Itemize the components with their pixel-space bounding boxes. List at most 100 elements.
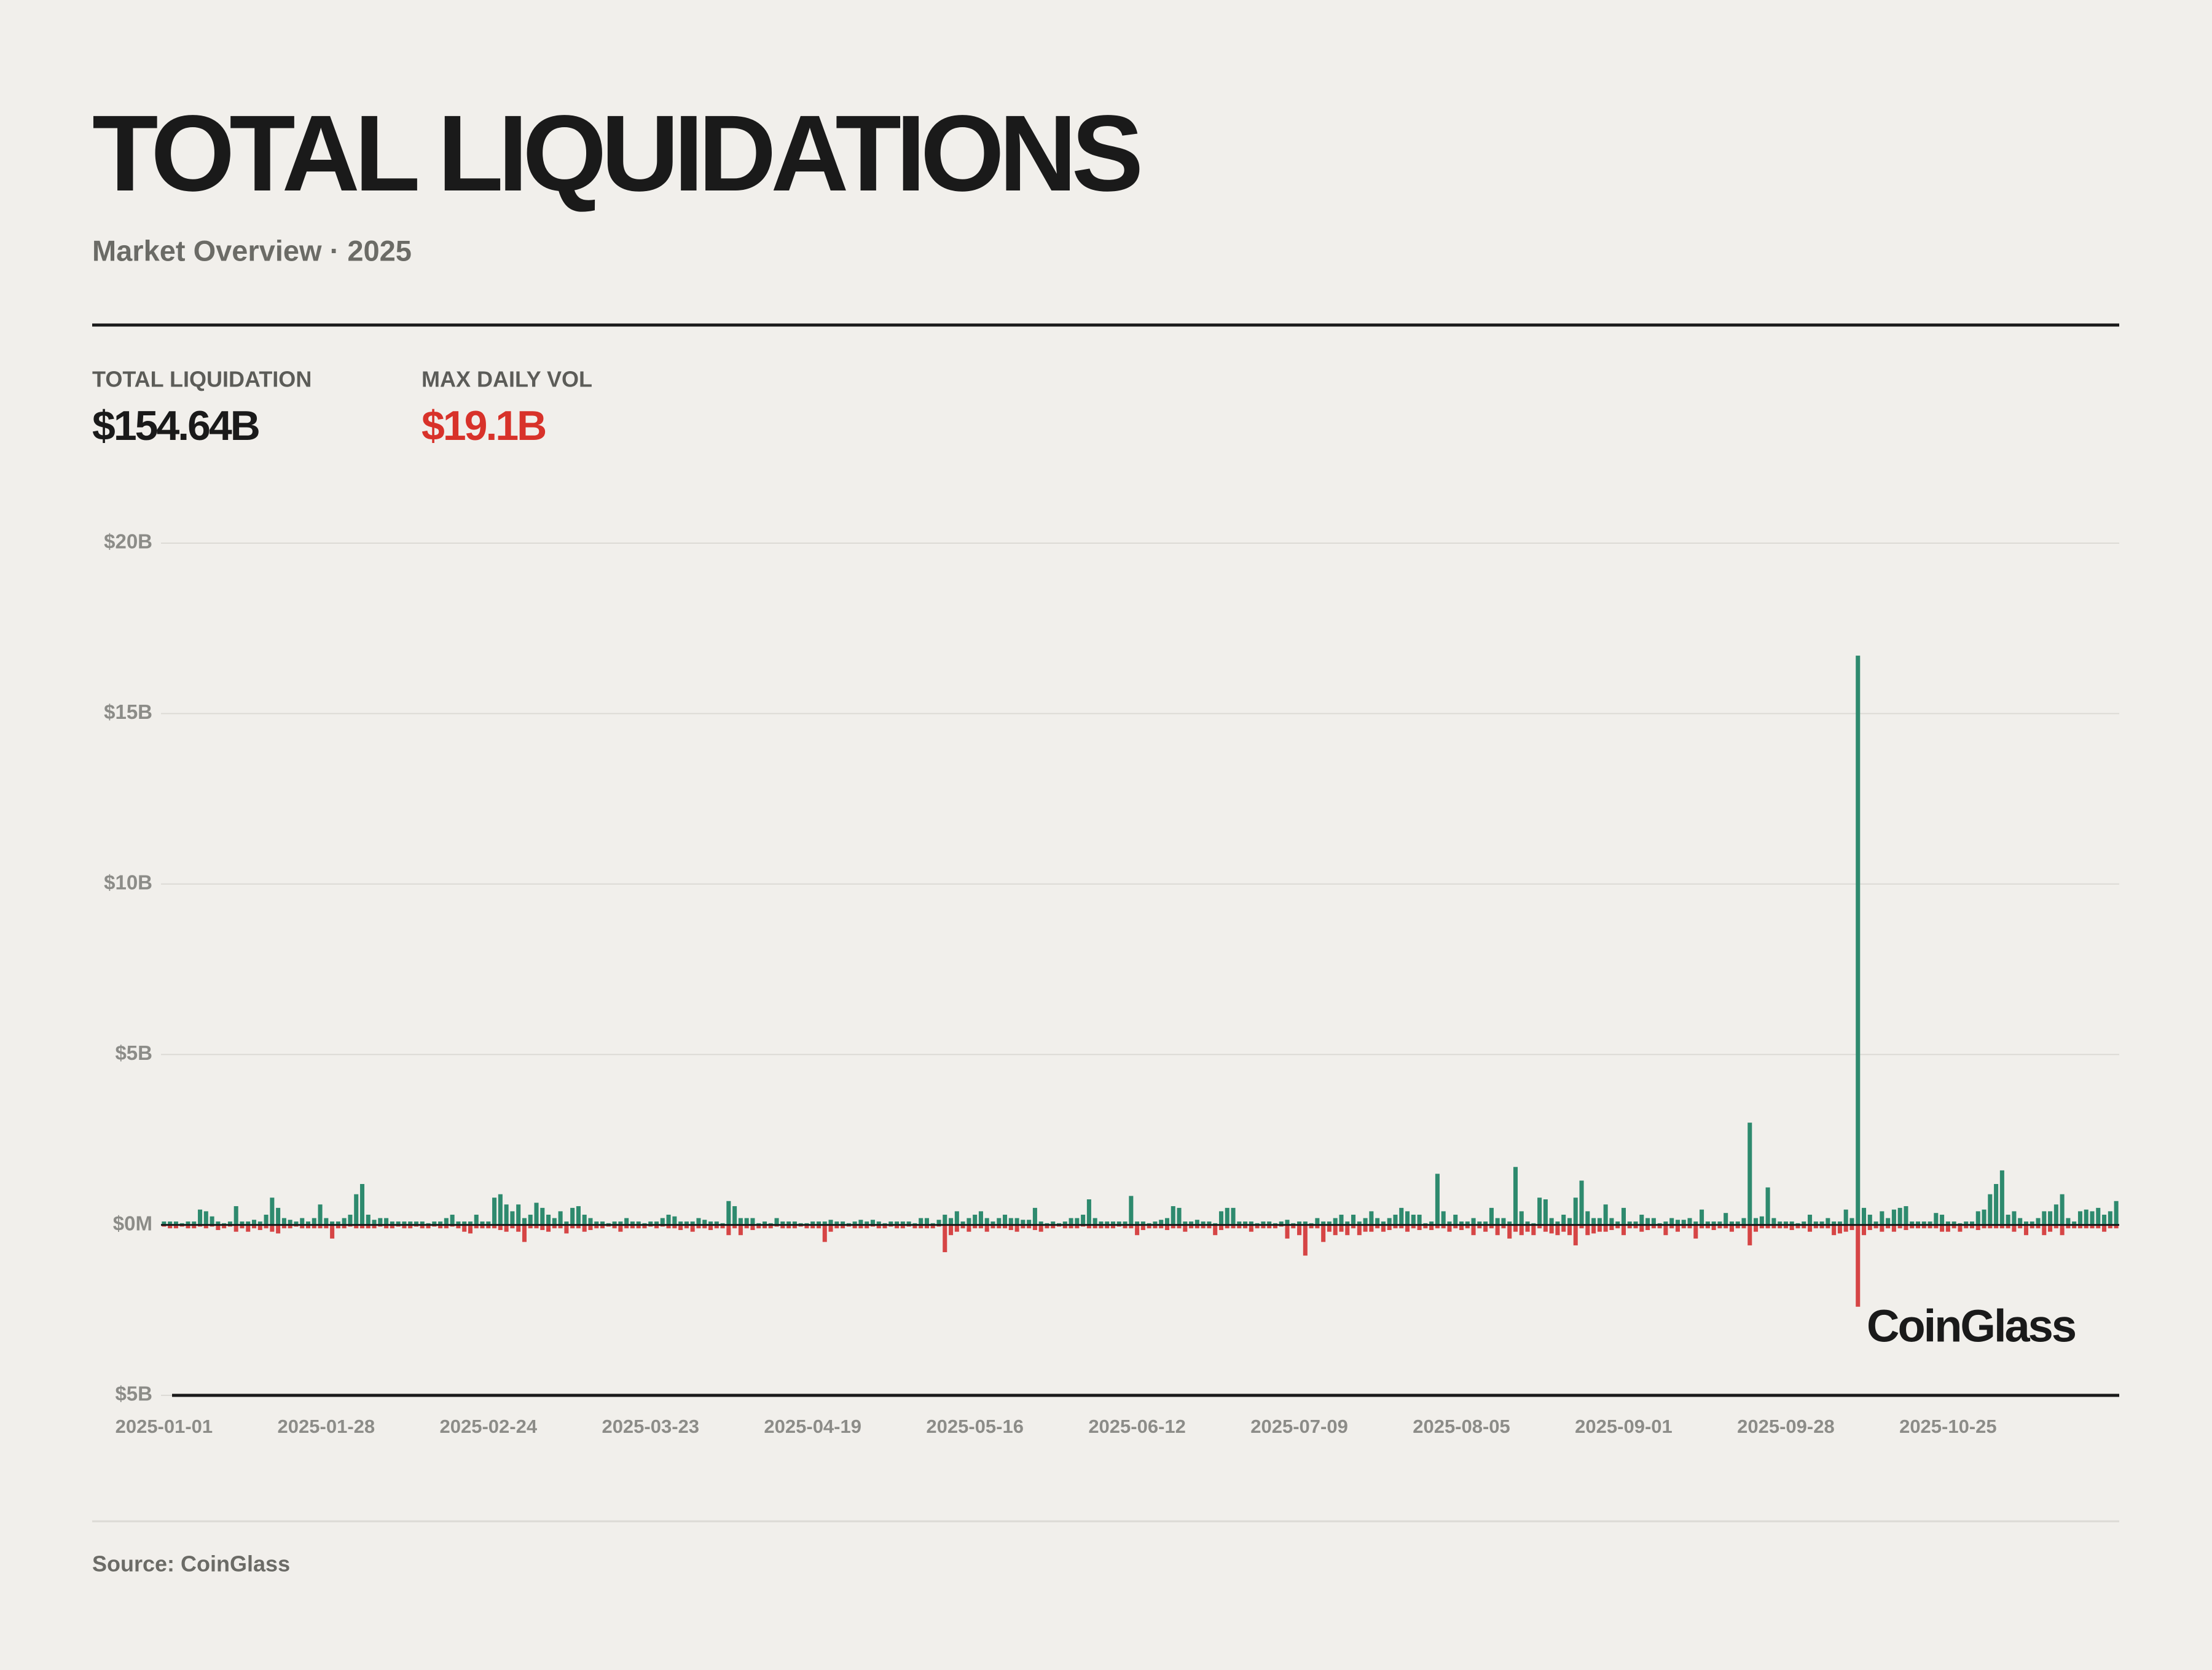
bar bbox=[281, 1225, 286, 1229]
bar bbox=[552, 1218, 557, 1225]
bar bbox=[1651, 1218, 1656, 1225]
bar bbox=[1189, 1225, 1194, 1229]
bar bbox=[504, 1204, 509, 1225]
bar bbox=[2036, 1218, 2041, 1225]
bar bbox=[1135, 1225, 1140, 1236]
bar bbox=[1135, 1221, 1140, 1225]
stat-label: MAX DAILY VOL bbox=[422, 367, 592, 392]
bar bbox=[257, 1221, 262, 1225]
bar bbox=[1921, 1225, 1926, 1229]
bar bbox=[1032, 1225, 1037, 1230]
bar bbox=[732, 1225, 737, 1229]
bar bbox=[198, 1209, 203, 1225]
bar bbox=[1207, 1225, 1212, 1229]
bar bbox=[1921, 1221, 1926, 1225]
bar bbox=[1231, 1207, 1236, 1225]
bar bbox=[1994, 1184, 1999, 1225]
bar bbox=[1994, 1225, 1999, 1229]
bar bbox=[257, 1225, 262, 1230]
bar bbox=[1645, 1225, 1650, 1230]
bar bbox=[726, 1201, 731, 1225]
bar bbox=[318, 1204, 323, 1225]
bar bbox=[1729, 1221, 1734, 1225]
bar bbox=[732, 1206, 737, 1225]
bar bbox=[1069, 1225, 1073, 1229]
bar bbox=[396, 1221, 401, 1225]
bar bbox=[1735, 1221, 1740, 1225]
bar bbox=[726, 1225, 731, 1236]
bar bbox=[1645, 1218, 1650, 1225]
bar bbox=[1982, 1209, 1986, 1225]
bar bbox=[792, 1225, 797, 1229]
bar bbox=[1507, 1225, 1512, 1239]
bar bbox=[612, 1221, 617, 1225]
bar bbox=[540, 1225, 545, 1230]
bar bbox=[558, 1211, 563, 1225]
bar bbox=[2042, 1211, 2047, 1225]
bar bbox=[1802, 1225, 1806, 1229]
bar bbox=[1014, 1225, 1019, 1232]
bar bbox=[804, 1225, 809, 1229]
bar bbox=[888, 1221, 893, 1225]
bar bbox=[997, 1218, 1002, 1225]
bar bbox=[600, 1225, 605, 1229]
bar bbox=[2084, 1225, 2088, 1229]
bar bbox=[984, 1218, 989, 1225]
bar bbox=[1573, 1225, 1578, 1245]
bar bbox=[967, 1218, 971, 1225]
bar bbox=[654, 1221, 659, 1225]
bar bbox=[2018, 1218, 2023, 1225]
bar bbox=[240, 1221, 245, 1225]
bar bbox=[1513, 1225, 1518, 1232]
bar bbox=[1273, 1225, 1277, 1229]
bar bbox=[1789, 1225, 1794, 1230]
bar bbox=[1237, 1225, 1242, 1229]
bar bbox=[1741, 1218, 1746, 1225]
bar bbox=[528, 1225, 533, 1229]
bar bbox=[1507, 1221, 1512, 1225]
bar bbox=[408, 1225, 413, 1229]
bar bbox=[1549, 1218, 1554, 1225]
bar bbox=[600, 1221, 605, 1225]
bar bbox=[2066, 1218, 2071, 1225]
bar bbox=[841, 1221, 845, 1225]
bar bbox=[720, 1225, 725, 1229]
bar bbox=[1194, 1225, 1199, 1229]
bar bbox=[1795, 1225, 1800, 1229]
bar bbox=[1861, 1207, 1867, 1225]
bar bbox=[1904, 1206, 1908, 1225]
bar bbox=[1603, 1225, 1608, 1232]
bar bbox=[1465, 1225, 1470, 1229]
bar bbox=[186, 1225, 190, 1229]
bar bbox=[2030, 1221, 2034, 1225]
bar bbox=[949, 1218, 954, 1225]
bar bbox=[1849, 1218, 1854, 1225]
bar bbox=[906, 1221, 911, 1225]
bar bbox=[1279, 1221, 1284, 1225]
bar bbox=[1092, 1225, 1097, 1229]
bar bbox=[1021, 1220, 1026, 1225]
bar bbox=[1194, 1220, 1199, 1225]
bar bbox=[2053, 1204, 2058, 1225]
bar bbox=[1201, 1221, 1206, 1225]
bar bbox=[1489, 1207, 1494, 1225]
bar bbox=[1477, 1225, 1482, 1229]
bar bbox=[1969, 1225, 1975, 1229]
bar bbox=[780, 1221, 785, 1225]
bar bbox=[1285, 1220, 1290, 1225]
bar bbox=[2096, 1207, 2101, 1225]
bar bbox=[1681, 1225, 1686, 1229]
bar bbox=[408, 1221, 413, 1225]
bar bbox=[480, 1225, 485, 1229]
bar bbox=[1549, 1225, 1554, 1234]
bar bbox=[1429, 1221, 1434, 1225]
bar bbox=[1038, 1221, 1043, 1225]
bar bbox=[1201, 1225, 1206, 1229]
bar bbox=[1357, 1221, 1362, 1225]
bar bbox=[672, 1225, 677, 1229]
bar bbox=[978, 1211, 983, 1225]
bar bbox=[882, 1225, 887, 1229]
bar bbox=[1621, 1225, 1626, 1236]
watermark: CoinGlass bbox=[1867, 1301, 2076, 1352]
bar bbox=[924, 1218, 929, 1225]
